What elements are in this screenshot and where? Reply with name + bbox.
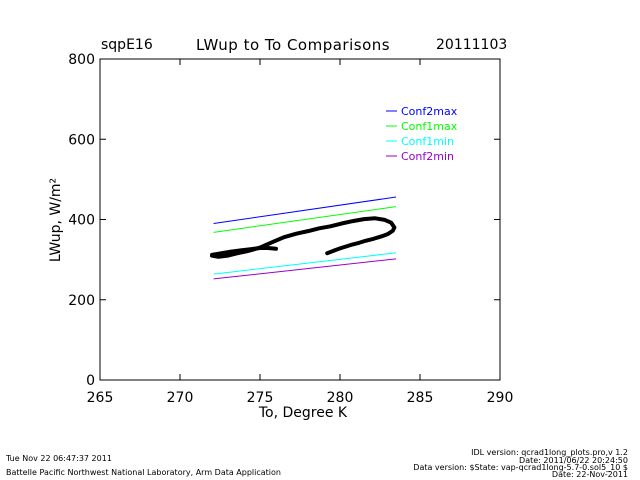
x-tick-label: 280 xyxy=(327,390,354,406)
chart-title: LWup to To Comparisons xyxy=(196,36,391,54)
site-label: sqpE16 xyxy=(101,37,153,53)
series-line-conf2min xyxy=(213,258,397,280)
footer-idl-version: IDL version: qcrad1long_plots.pro,v 1.2 xyxy=(471,448,628,457)
legend-label-conf2max: Conf2max xyxy=(401,105,458,118)
y-axis-label: LWup, W/m² xyxy=(48,178,64,262)
footer-data-date: Date: 22-Nov-2011 xyxy=(551,470,628,479)
legend-label-conf2min: Conf2min xyxy=(401,150,454,163)
series-line-conf2max xyxy=(213,196,397,225)
observed-trace-inner xyxy=(210,245,278,257)
x-axis-label: To, Degree K xyxy=(258,405,348,421)
x-tick-label: 285 xyxy=(407,390,434,406)
date-label: 20111103 xyxy=(436,37,508,53)
footer-org: Battelle Pacific Northwest National Labo… xyxy=(6,468,281,477)
footer-timestamp: Tue Nov 22 06:47:37 2011 xyxy=(6,454,112,463)
y-tick-label: 600 xyxy=(68,132,95,148)
footer-data-version: Data version: $State: vap-qcrad1long-5.7… xyxy=(413,463,628,472)
legend-label-conf1min: Conf1min xyxy=(401,135,454,148)
y-tick-label: 0 xyxy=(86,373,95,389)
series-line-conf1max xyxy=(213,206,397,233)
y-tick-label: 200 xyxy=(68,293,95,309)
x-tick-label: 290 xyxy=(487,390,514,406)
footer-idl-date: Date: 2011/06/22 20:24:50 xyxy=(519,456,628,465)
legend-label-conf1max: Conf1max xyxy=(401,120,458,133)
series-line-conf1min xyxy=(213,252,397,275)
x-tick-label: 270 xyxy=(167,390,194,406)
x-tick-label: 275 xyxy=(247,390,274,406)
x-tick-label: 265 xyxy=(87,390,114,406)
y-tick-label: 400 xyxy=(68,213,95,229)
y-tick-label: 800 xyxy=(68,52,95,68)
